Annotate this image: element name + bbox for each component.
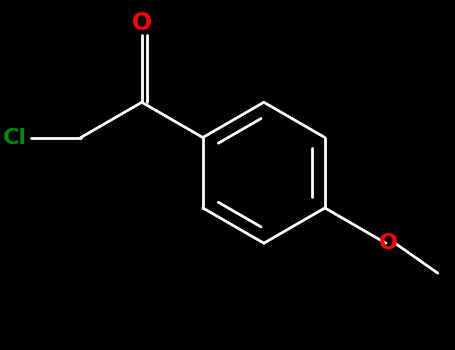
Text: O: O xyxy=(379,233,398,253)
Text: Cl: Cl xyxy=(3,127,27,147)
Text: O: O xyxy=(132,10,152,35)
